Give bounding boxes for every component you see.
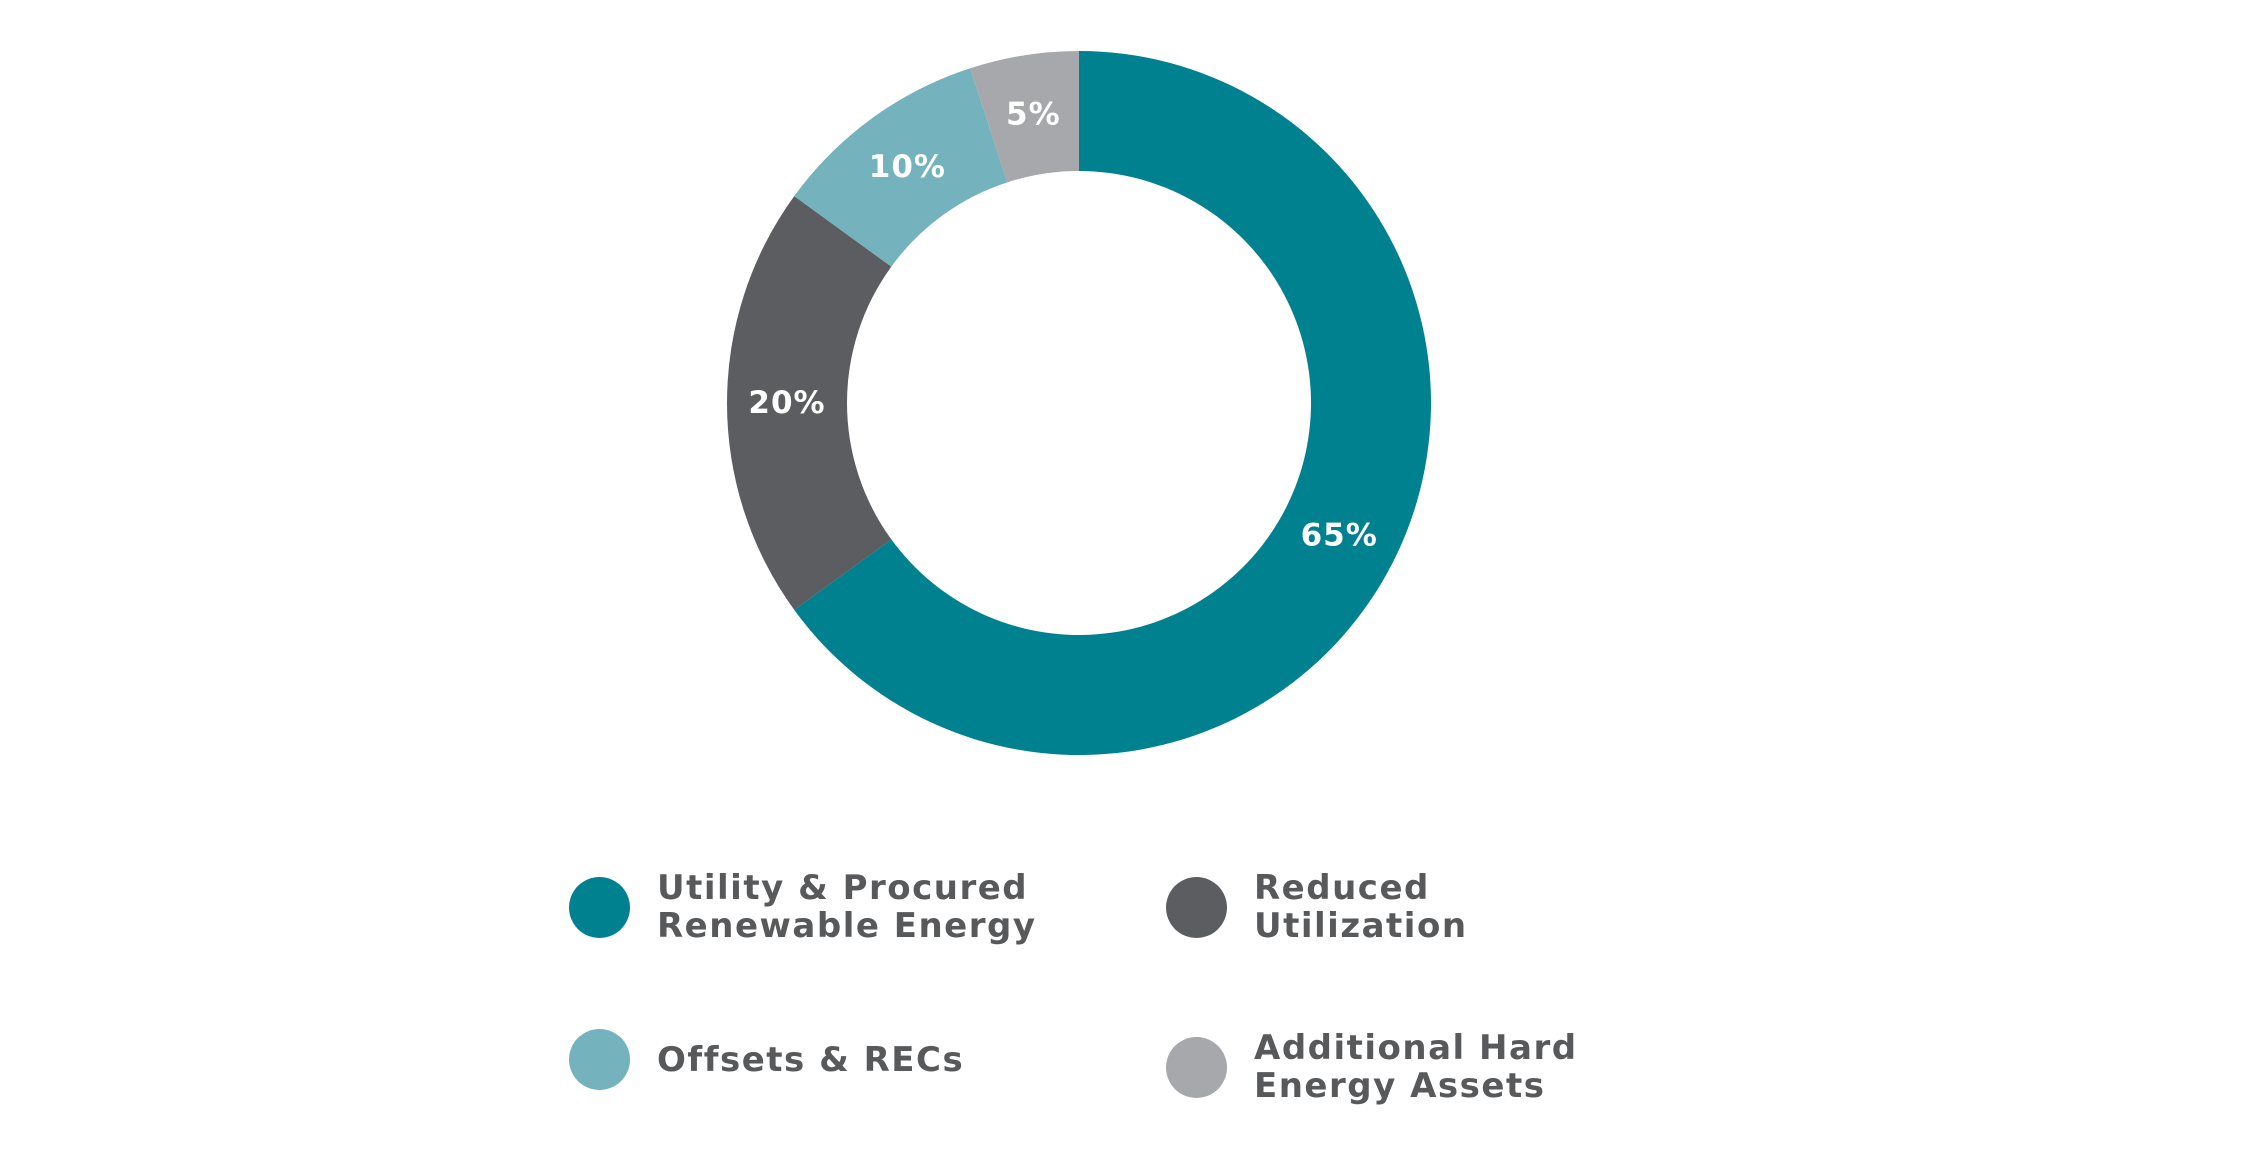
donut-slice-utility-procured xyxy=(794,51,1431,755)
legend-label-reduced-utilization: Reduced Utilization xyxy=(1254,868,1468,946)
legend-item-utility-procured: Utility & Procured Renewable Energy xyxy=(569,869,1097,945)
legend-swatch-additional-hard-energy xyxy=(1166,1036,1227,1098)
data-label-additional-hard-energy: 5% xyxy=(1006,97,1061,133)
legend-swatch-offsets-recs xyxy=(569,1029,630,1090)
legend-label-offsets-recs: Offsets & RECs xyxy=(657,1039,965,1080)
legend-swatch-utility-procured xyxy=(569,876,630,938)
legend-label-utility-procured: Utility & Procured Renewable Energy xyxy=(657,868,1037,946)
donut-slices xyxy=(727,51,1431,755)
legend-item-reduced-utilization: Reduced Utilization xyxy=(1166,869,1694,945)
donut-slice-additional-hard-energy xyxy=(970,51,1079,183)
legend-item-additional-hard-energy: Additional Hard Energy Assets xyxy=(1166,1029,1694,1105)
legend-label-additional-hard-energy: Additional Hard Energy Assets xyxy=(1254,1028,1578,1106)
legend-item-offsets-recs: Offsets & RECs xyxy=(569,1029,1097,1090)
donut-labels: 65% 20% 10% 5% xyxy=(748,97,1378,554)
data-label-reduced-utilization: 20% xyxy=(748,385,825,421)
data-label-offsets-recs: 10% xyxy=(869,149,946,185)
data-label-utility-procured: 65% xyxy=(1301,518,1378,554)
donut-slice-offsets-recs xyxy=(794,68,1008,267)
legend-swatch-reduced-utilization xyxy=(1166,876,1227,938)
donut-slice-reduced-utilization xyxy=(727,196,892,610)
